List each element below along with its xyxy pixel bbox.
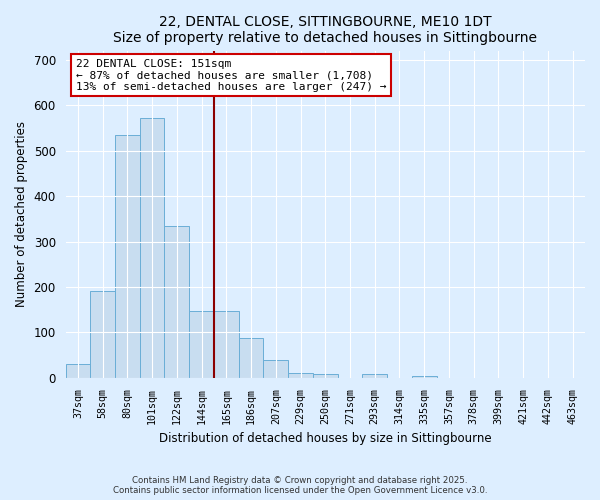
Bar [164,226,189,378]
Bar [214,310,239,378]
Bar [362,374,387,378]
Bar [90,290,115,378]
Bar [263,360,288,378]
Title: 22, DENTAL CLOSE, SITTINGBOURNE, ME10 1DT
Size of property relative to detached : 22, DENTAL CLOSE, SITTINGBOURNE, ME10 1D… [113,15,537,45]
Bar [288,373,313,378]
X-axis label: Distribution of detached houses by size in Sittingbourne: Distribution of detached houses by size … [159,432,491,445]
Bar [189,310,214,378]
Bar [239,338,263,378]
Y-axis label: Number of detached properties: Number of detached properties [15,121,28,307]
Bar [65,364,90,378]
Bar [140,118,164,378]
Bar [313,374,338,378]
Bar [412,376,437,378]
Bar [115,134,140,378]
Text: Contains HM Land Registry data © Crown copyright and database right 2025.
Contai: Contains HM Land Registry data © Crown c… [113,476,487,495]
Text: 22 DENTAL CLOSE: 151sqm
← 87% of detached houses are smaller (1,708)
13% of semi: 22 DENTAL CLOSE: 151sqm ← 87% of detache… [76,58,386,92]
